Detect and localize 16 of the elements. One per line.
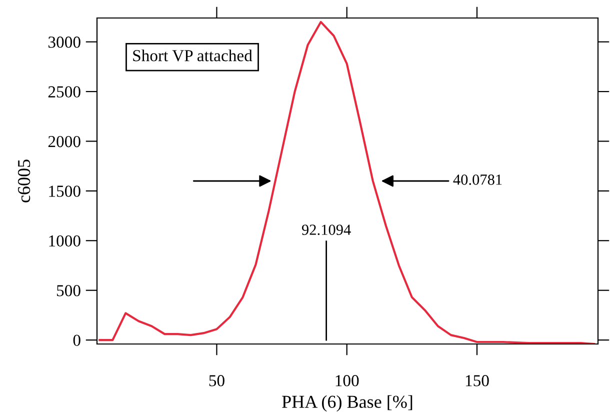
annotation: 40.0781 <box>453 174 502 185</box>
y-axis-title: c6005 <box>18 160 30 202</box>
y-tick-label: 500 <box>56 285 80 296</box>
y-tick-label: 2000 <box>48 136 80 148</box>
y-tick-label: 3000 <box>48 36 80 48</box>
x-axis-title: PHA (6) Base [%] <box>282 395 412 412</box>
y-tick-label: 1500 <box>49 186 80 197</box>
x-tick-label: 100 <box>336 375 359 386</box>
line-series <box>98 20 596 344</box>
y-tick-label: 2500 <box>48 86 80 98</box>
annotation: Short VP attached <box>133 50 252 62</box>
x-tick-label: 150 <box>466 375 489 386</box>
y-tick-label: 0 <box>73 334 80 346</box>
y-tick-label: 1000 <box>49 235 80 247</box>
ref-line-label: 92.1094 <box>302 224 351 236</box>
x-tick-label: 50 <box>209 375 224 386</box>
